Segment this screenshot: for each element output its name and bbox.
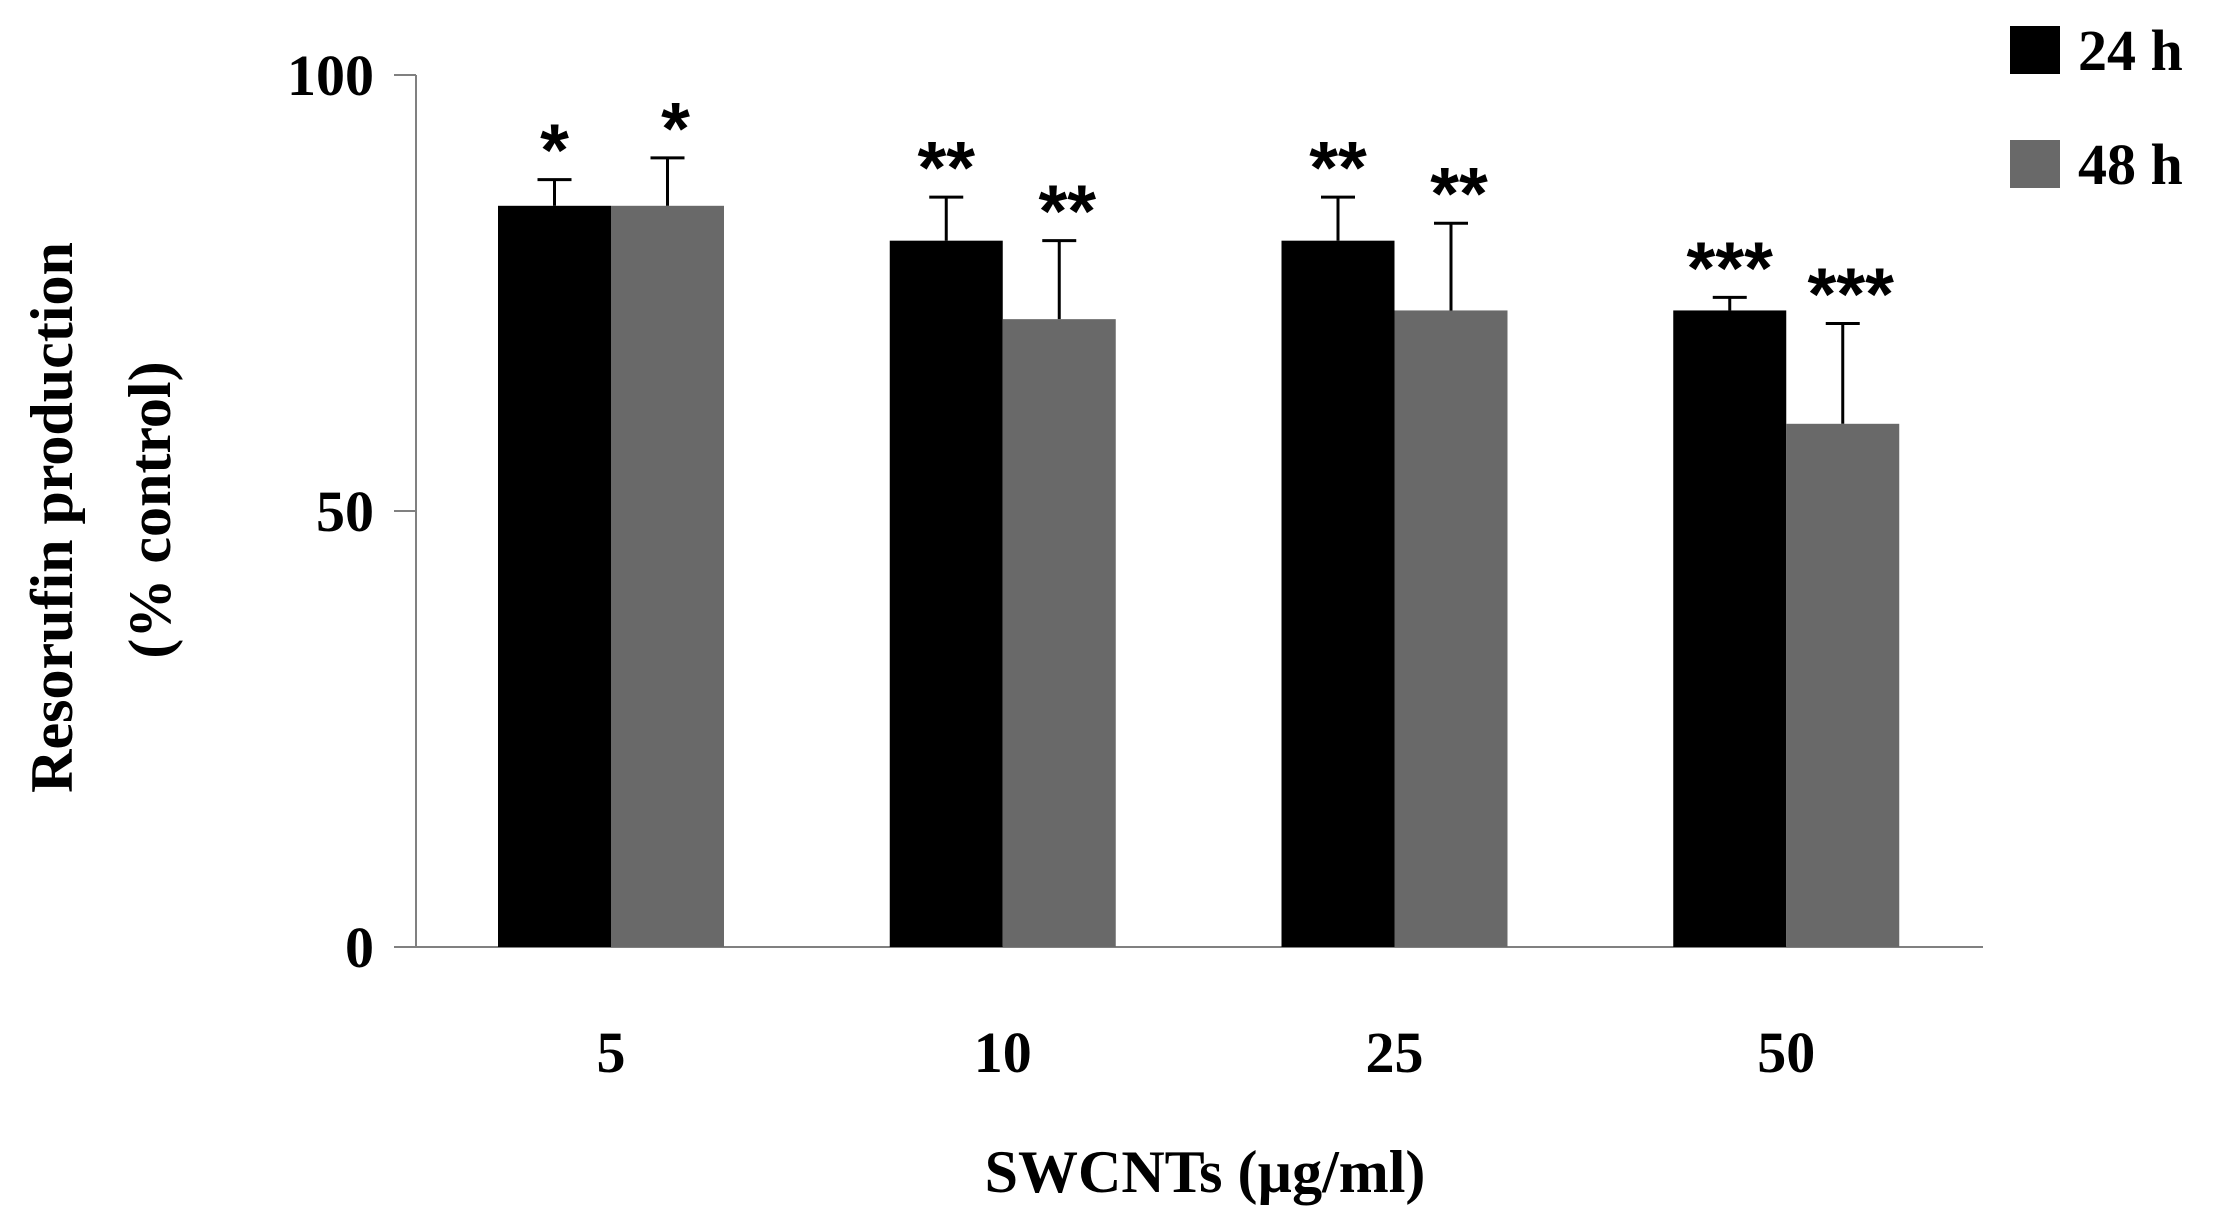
y-axis-title-line-2: (% control) (117, 361, 183, 658)
legend-swatch-24h (2010, 26, 2060, 74)
bar-24h-5 (498, 205, 611, 948)
x-axis-title: SWCNTs (µg/ml) (985, 1139, 1426, 1205)
legend-label-24h: 24 h (2078, 18, 2183, 83)
bar-48h-5 (611, 205, 724, 948)
x-ticks: 5 10 25 50 (597, 1020, 1816, 1085)
y-tick-label: 50 (316, 479, 374, 544)
significance-label: ** (1038, 170, 1096, 253)
legend-label-48h: 48 h (2078, 132, 2183, 197)
x-tick-label: 50 (1757, 1020, 1815, 1085)
significance-label: *** (1808, 253, 1895, 336)
y-axis-title-line-1: Resorufin production (19, 242, 85, 793)
y-tick-label: 100 (287, 43, 374, 108)
significance-label: *** (1687, 226, 1774, 309)
significance-label: ** (1430, 152, 1488, 235)
bar-48h-50 (1786, 423, 1900, 947)
significance-label: * (661, 87, 690, 170)
significance-label: * (540, 109, 569, 192)
x-tick-label: 25 (1366, 1020, 1424, 1085)
significance-label: ** (917, 126, 975, 209)
bar-24h-50 (1673, 310, 1787, 947)
legend: 24 h 48 h (2010, 18, 2183, 197)
bar-24h-10 (889, 240, 1003, 947)
y-ticks: 0 50 100 (287, 43, 416, 980)
bar-48h-25 (1394, 310, 1508, 947)
significance-label: ** (1309, 126, 1367, 209)
bar-24h-25 (1281, 240, 1395, 947)
y-axis-title: Resorufin production (% control) (19, 227, 183, 793)
y-tick-label: 0 (345, 915, 374, 980)
legend-swatch-48h (2010, 140, 2060, 188)
x-tick-label: 10 (974, 1020, 1032, 1085)
bars: * * ****** ***** *** (498, 87, 1900, 948)
x-tick-label: 5 (597, 1020, 626, 1085)
bar-48h-10 (1002, 319, 1116, 947)
